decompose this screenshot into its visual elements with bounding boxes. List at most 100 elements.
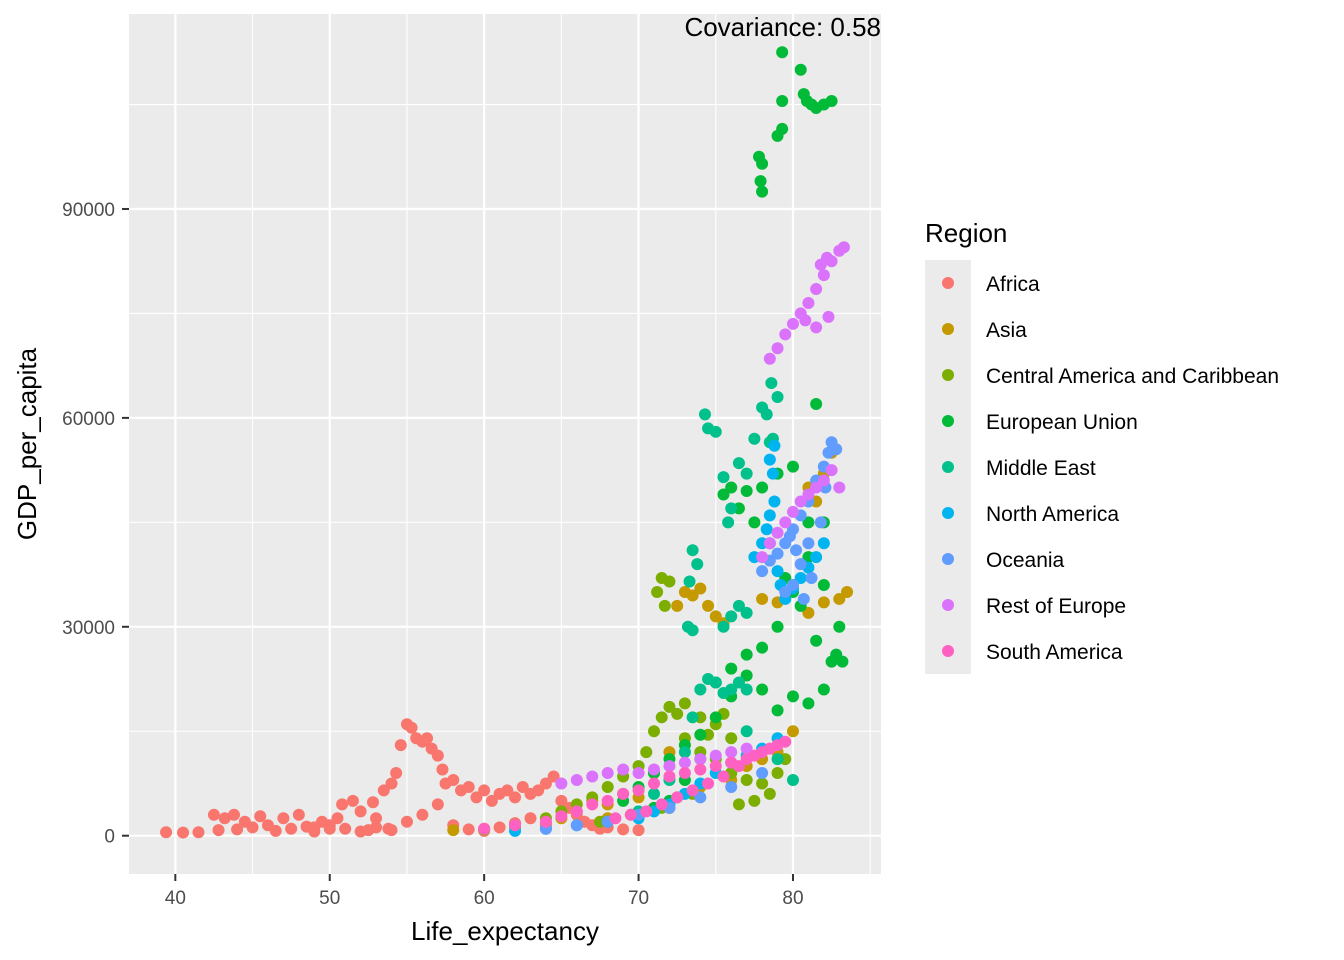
data-point bbox=[717, 620, 730, 633]
data-point bbox=[794, 572, 807, 585]
data-point bbox=[810, 634, 823, 647]
legend-swatch bbox=[942, 323, 954, 335]
data-point bbox=[779, 585, 792, 598]
data-point bbox=[817, 579, 830, 592]
data-point bbox=[547, 770, 560, 783]
data-point bbox=[725, 780, 738, 793]
data-point bbox=[760, 523, 773, 536]
data-point bbox=[586, 770, 599, 783]
data-point bbox=[648, 763, 661, 776]
data-point bbox=[786, 725, 799, 738]
data-point bbox=[725, 746, 738, 759]
data-point bbox=[810, 283, 823, 296]
data-point bbox=[817, 683, 830, 696]
data-point bbox=[740, 485, 753, 498]
data-point bbox=[786, 460, 799, 473]
data-point bbox=[640, 805, 653, 818]
data-point bbox=[740, 467, 753, 480]
data-point bbox=[648, 777, 661, 790]
data-point bbox=[509, 819, 522, 832]
data-point bbox=[447, 824, 460, 837]
data-point bbox=[771, 526, 784, 539]
data-point bbox=[776, 46, 789, 59]
data-point bbox=[431, 749, 444, 762]
data-point bbox=[833, 620, 846, 633]
data-point bbox=[370, 812, 383, 825]
data-point bbox=[655, 798, 668, 811]
data-point bbox=[725, 502, 738, 515]
data-point bbox=[830, 648, 843, 661]
data-point bbox=[802, 516, 815, 529]
data-point bbox=[632, 784, 645, 797]
data-point bbox=[709, 610, 722, 623]
data-point bbox=[754, 175, 767, 188]
data-point bbox=[663, 700, 676, 713]
data-point bbox=[683, 575, 696, 588]
data-point bbox=[694, 582, 707, 595]
data-point bbox=[671, 599, 684, 612]
data-point bbox=[405, 721, 418, 734]
y-axis-ticks: 0 30000 60000 90000 bbox=[62, 200, 129, 848]
data-point bbox=[797, 592, 810, 605]
data-point bbox=[717, 488, 730, 501]
data-point bbox=[802, 488, 815, 501]
data-point bbox=[377, 784, 390, 797]
data-point bbox=[509, 791, 522, 804]
data-point bbox=[678, 767, 691, 780]
legend-label: Rest of Europe bbox=[986, 595, 1126, 618]
data-point bbox=[763, 742, 776, 755]
data-point bbox=[760, 408, 773, 421]
data-point bbox=[694, 683, 707, 696]
data-point bbox=[694, 791, 707, 804]
data-point bbox=[725, 732, 738, 745]
data-point bbox=[694, 728, 707, 741]
data-point bbox=[609, 812, 622, 825]
data-point bbox=[732, 457, 745, 470]
data-point bbox=[802, 697, 815, 710]
data-point bbox=[632, 767, 645, 780]
data-point bbox=[732, 599, 745, 612]
data-point bbox=[786, 505, 799, 518]
data-point bbox=[725, 481, 738, 494]
data-point bbox=[400, 815, 413, 828]
data-point bbox=[671, 707, 684, 720]
data-point bbox=[694, 753, 707, 766]
data-point bbox=[748, 749, 761, 762]
data-point bbox=[786, 690, 799, 703]
data-point bbox=[702, 777, 715, 790]
data-point bbox=[648, 725, 661, 738]
y-tick-label: 0 bbox=[104, 827, 115, 848]
data-point bbox=[794, 63, 807, 76]
data-point bbox=[794, 558, 807, 571]
data-point bbox=[702, 599, 715, 612]
covariance-annotation: Covariance: 0.58 bbox=[684, 12, 881, 42]
data-point bbox=[779, 328, 792, 341]
x-axis-title: Life_expectancy bbox=[411, 916, 599, 946]
data-point bbox=[478, 784, 491, 797]
data-point bbox=[790, 544, 803, 557]
data-point bbox=[756, 157, 769, 170]
legend-label: Middle East bbox=[986, 457, 1096, 480]
data-point bbox=[686, 784, 699, 797]
legend-label: Asia bbox=[986, 319, 1027, 342]
x-tick-label: 80 bbox=[782, 888, 803, 909]
data-point bbox=[763, 537, 776, 550]
data-point bbox=[663, 760, 676, 773]
legend-label: South America bbox=[986, 641, 1123, 664]
legend-items: Africa Asia Central America and Caribbean E… bbox=[942, 273, 1279, 664]
data-point bbox=[478, 822, 491, 835]
data-point bbox=[501, 784, 514, 797]
data-point bbox=[810, 551, 823, 564]
data-point bbox=[524, 812, 537, 825]
data-point bbox=[717, 471, 730, 484]
data-point bbox=[390, 767, 403, 780]
data-point bbox=[601, 780, 614, 793]
data-point bbox=[436, 763, 449, 776]
major-gridlines bbox=[129, 14, 881, 874]
legend-label: European Union bbox=[986, 411, 1138, 434]
data-point bbox=[555, 777, 568, 790]
data-point bbox=[331, 812, 344, 825]
data-point bbox=[277, 812, 290, 825]
data-point bbox=[691, 558, 704, 571]
